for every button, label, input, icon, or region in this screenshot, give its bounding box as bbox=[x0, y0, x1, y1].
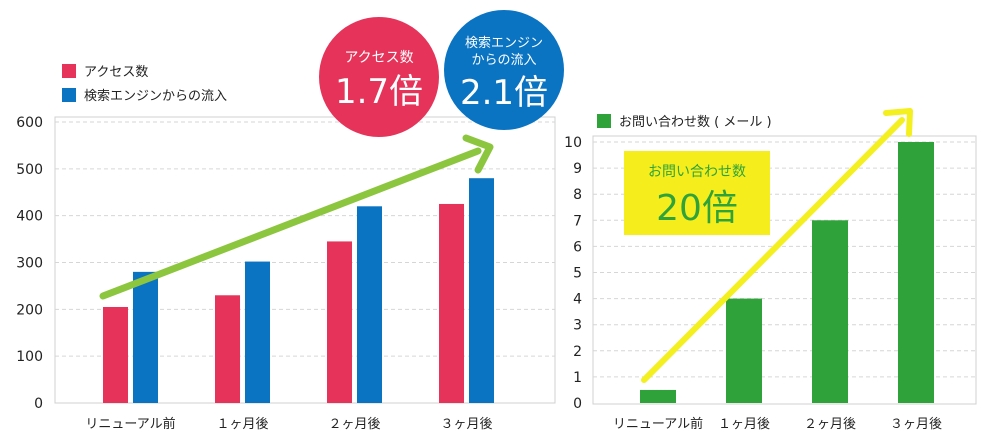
bar-access bbox=[439, 203, 464, 403]
legend-swatch-search bbox=[62, 88, 76, 102]
left-y-tick-label: 200 bbox=[16, 302, 43, 318]
left-plot-frame bbox=[54, 116, 556, 404]
bar-inquiry bbox=[898, 142, 934, 403]
right-bars bbox=[640, 142, 934, 403]
inquiry-callout-label: お問い合わせ数 bbox=[648, 164, 746, 180]
right-y-tick-label: 0 bbox=[573, 396, 582, 412]
left-x-tick-labels: リニューアル前 １ヶ月後 ２ヶ月後 ３ヶ月後 bbox=[85, 416, 492, 432]
access-badge-label: アクセス数 bbox=[344, 50, 413, 66]
bar-search bbox=[245, 261, 270, 403]
right-y-tick-label: 3 bbox=[573, 318, 582, 334]
access-badge-value: 1.7倍 bbox=[335, 72, 423, 112]
inquiry-ratio-callout: お問い合わせ数 20倍 bbox=[624, 151, 770, 235]
right-y-tick-labels: 0 1 2 3 4 5 6 7 8 9 10 bbox=[564, 135, 582, 412]
left-y-tick-label: 500 bbox=[16, 162, 43, 178]
left-y-tick-label: 100 bbox=[16, 349, 43, 365]
left-y-tick-label: 400 bbox=[16, 209, 43, 225]
search-badge-label-2: からの流入 bbox=[471, 53, 536, 68]
left-y-tick-label: 600 bbox=[16, 115, 43, 131]
legend-label-inquiry: お問い合わせ数 ( メール ) bbox=[619, 115, 772, 130]
bar-access bbox=[327, 241, 352, 403]
access-ratio-badge: アクセス数 1.7倍 bbox=[319, 17, 439, 137]
bar-access bbox=[103, 306, 128, 403]
left-bars bbox=[103, 178, 494, 403]
bar-inquiry bbox=[640, 389, 676, 403]
legend-swatch-access bbox=[62, 64, 76, 78]
left-x-tick-label: ３ヶ月後 bbox=[440, 417, 492, 432]
left-y-tick-labels: 0 100 200 300 400 500 600 bbox=[16, 115, 43, 412]
right-chart: 0 1 2 3 4 5 6 7 8 9 10 リニューアル前 １ヶ月後 ２ヶ月後 ３ヶ月後 お問い合わせ数… bbox=[564, 108, 977, 432]
right-y-tick-label: 5 bbox=[573, 266, 582, 282]
right-y-tick-label: 6 bbox=[573, 239, 582, 255]
left-x-tick-label: １ヶ月後 bbox=[216, 417, 268, 432]
left-x-tick-label: ２ヶ月後 bbox=[328, 417, 380, 432]
right-x-tick-label: リニューアル前 bbox=[613, 416, 703, 432]
right-y-tick-label: 8 bbox=[573, 187, 582, 203]
bar-search bbox=[133, 271, 158, 403]
bar-search bbox=[357, 206, 382, 403]
right-y-tick-label: 2 bbox=[573, 344, 582, 360]
inquiry-callout-value: 20倍 bbox=[656, 188, 738, 229]
left-y-tick-label: 300 bbox=[16, 256, 43, 272]
search-badge-value: 2.1倍 bbox=[460, 73, 548, 113]
legend-swatch-inquiry bbox=[597, 114, 611, 128]
right-y-tick-label: 9 bbox=[573, 161, 582, 177]
bar-inquiry bbox=[812, 220, 848, 403]
yellow-growth-arrow bbox=[641, 108, 913, 383]
right-legend: お問い合わせ数 ( メール ) bbox=[597, 114, 772, 130]
green-growth-arrow bbox=[99, 134, 494, 300]
right-x-tick-label: １ヶ月後 bbox=[718, 417, 770, 432]
left-legend: アクセス数 検索エンジンからの流入 bbox=[62, 64, 227, 104]
bar-search bbox=[469, 178, 494, 403]
right-y-tick-label: 10 bbox=[564, 135, 582, 151]
right-x-tick-label: ３ヶ月後 bbox=[890, 417, 942, 432]
left-y-tick-label: 0 bbox=[34, 396, 43, 412]
right-x-tick-labels: リニューアル前 １ヶ月後 ２ヶ月後 ３ヶ月後 bbox=[613, 416, 942, 432]
right-x-tick-label: ２ヶ月後 bbox=[804, 417, 856, 432]
legend-label-search: 検索エンジンからの流入 bbox=[84, 89, 227, 104]
bar-access bbox=[215, 295, 240, 403]
legend-label-access: アクセス数 bbox=[84, 65, 148, 80]
search-ratio-badge: 検索エンジン からの流入 2.1倍 bbox=[444, 10, 564, 130]
left-x-tick-label: リニューアル前 bbox=[85, 416, 175, 432]
right-y-tick-label: 7 bbox=[573, 213, 582, 229]
right-y-tick-label: 4 bbox=[573, 292, 582, 308]
right-plot-frame bbox=[592, 135, 977, 405]
right-y-tick-label: 1 bbox=[573, 370, 582, 386]
search-badge-label-1: 検索エンジン bbox=[465, 36, 543, 51]
bar-inquiry bbox=[726, 298, 762, 403]
